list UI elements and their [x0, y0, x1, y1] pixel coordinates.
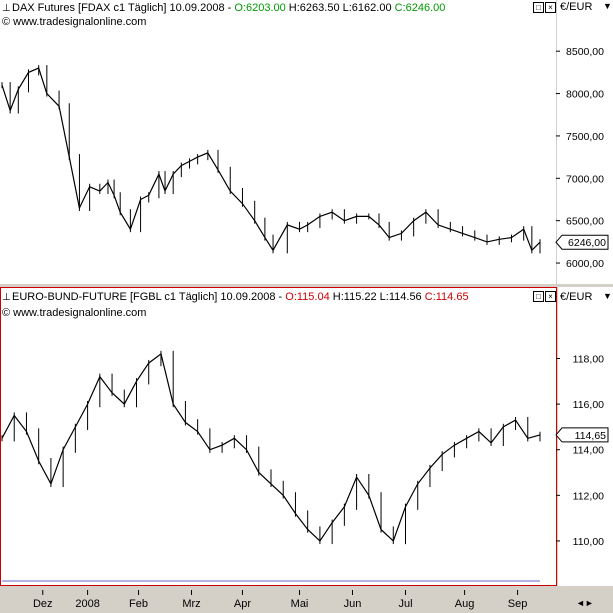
dax-close-button[interactable]: ×	[545, 2, 556, 13]
bund-unit: €/EUR	[560, 291, 593, 303]
bund-open: O:115.04	[285, 291, 330, 303]
dax-price-axis[interactable]	[557, 0, 613, 284]
bund-header: ⊥EURO-BUND-FUTURE [FGBL c1 Täglich] 10.0…	[2, 291, 469, 303]
bund-low: L:114.56	[379, 291, 422, 303]
bund-high: H:115.22	[332, 291, 377, 303]
time-axis-arrow-icon[interactable]: ◄►	[576, 598, 594, 608]
dax-low: L:6162.00	[342, 2, 392, 14]
dax-plot-area[interactable]	[0, 0, 556, 284]
pin-icon[interactable]: ⊥	[2, 3, 11, 14]
dax-restore-button[interactable]: □	[533, 2, 544, 13]
bund-price-axis[interactable]	[558, 287, 613, 586]
bund-plot-area[interactable]	[0, 287, 557, 586]
dax-high: H:6263.50	[288, 2, 340, 14]
dax-title: DAX Futures [FDAX c1 Täglich] 10.09.2008	[12, 2, 225, 14]
pin-icon[interactable]: ⊥	[2, 292, 11, 303]
bund-close: C:114.65	[424, 291, 469, 303]
dax-header: ⊥DAX Futures [FDAX c1 Täglich] 10.09.200…	[2, 2, 446, 14]
dax-close: C:6246.00	[394, 2, 446, 14]
bund-restore-button[interactable]: □	[533, 291, 544, 302]
dax-unit: €/EUR	[560, 1, 593, 13]
dax-scroll-arrow-icon[interactable]: ▼	[603, 1, 612, 11]
bund-title: EURO-BUND-FUTURE [FGBL c1 Täglich] 10.09…	[12, 291, 276, 303]
bund-close-button[interactable]: ×	[545, 291, 556, 302]
bund-scroll-arrow-icon[interactable]: ▼	[603, 291, 612, 301]
bund-copyright: © www.tradesignalonline.com	[2, 307, 147, 319]
dax-open: O:6203.00	[234, 2, 286, 14]
dax-copyright: © www.tradesignalonline.com	[2, 16, 147, 28]
time-axis[interactable]	[0, 590, 556, 613]
